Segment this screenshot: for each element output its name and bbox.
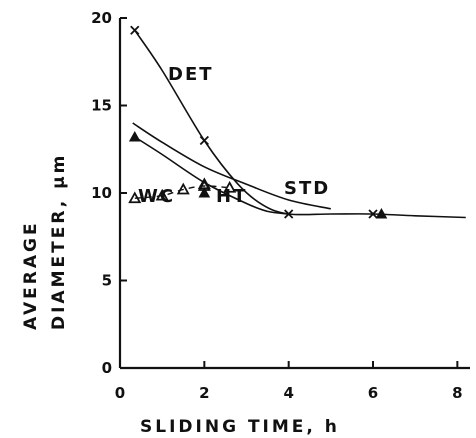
data-point-det bbox=[199, 135, 209, 146]
series-labels: DET STD WC HT bbox=[138, 64, 330, 207]
x-axis-label: SLIDING TIME, h bbox=[140, 417, 340, 437]
y-axis-label-line1: AVERAGE bbox=[21, 220, 41, 330]
data-point-wc bbox=[176, 182, 190, 195]
series-markers bbox=[128, 25, 388, 219]
series-label-det: DET bbox=[168, 64, 214, 85]
series-label-std: STD bbox=[284, 178, 330, 199]
series-label-wc: WC bbox=[138, 186, 175, 207]
tick-marks bbox=[119, 17, 459, 369]
x-tick-label: 4 bbox=[283, 384, 293, 402]
y-axis-label: AVERAGE DIAMETER, µm bbox=[21, 153, 69, 330]
data-point-det bbox=[368, 209, 378, 219]
y-tick-label: 5 bbox=[102, 272, 112, 290]
y-tick-label: 20 bbox=[91, 9, 112, 27]
x-tick-label: 6 bbox=[368, 384, 378, 402]
series-curves bbox=[132, 29, 466, 219]
series-line-wc bbox=[134, 185, 230, 199]
data-point-wc bbox=[128, 191, 142, 204]
series-line-std bbox=[132, 122, 331, 210]
data-point-wc bbox=[223, 180, 237, 193]
data-point-det bbox=[284, 209, 294, 219]
tick-labels: 0 5 10 15 20 0 2 4 6 8 bbox=[91, 9, 462, 402]
y-axis-label-line2: DIAMETER, µm bbox=[49, 153, 69, 330]
series-line-det bbox=[134, 29, 466, 219]
data-point-ht bbox=[198, 186, 211, 198]
x-tick-label: 8 bbox=[452, 384, 462, 402]
data-point-marker bbox=[197, 177, 211, 190]
x-tick-label: 2 bbox=[199, 384, 209, 402]
data-point-det bbox=[130, 25, 140, 35]
data-point-wc bbox=[155, 188, 169, 201]
y-tick-label: 0 bbox=[102, 359, 112, 377]
series-label-ht: HT bbox=[216, 186, 247, 207]
data-point-ht bbox=[128, 130, 141, 142]
data-point-marker bbox=[375, 207, 388, 219]
x-tick-label: 0 bbox=[115, 384, 125, 402]
series-line-ht bbox=[134, 136, 289, 215]
y-tick-label: 15 bbox=[91, 97, 112, 115]
y-tick-label: 10 bbox=[91, 184, 112, 202]
